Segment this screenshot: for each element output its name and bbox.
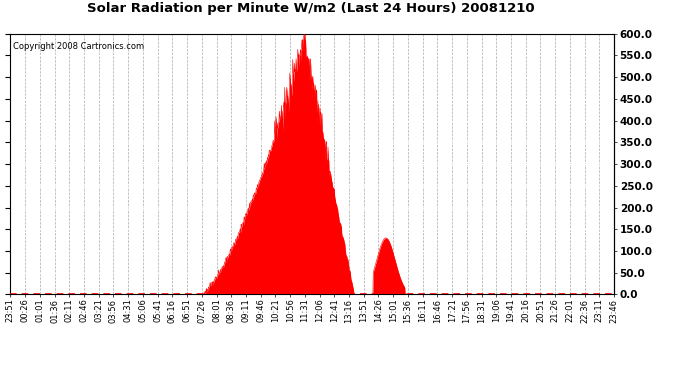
Text: Copyright 2008 Cartronics.com: Copyright 2008 Cartronics.com <box>13 42 144 51</box>
Text: Solar Radiation per Minute W/m2 (Last 24 Hours) 20081210: Solar Radiation per Minute W/m2 (Last 24… <box>87 2 534 15</box>
